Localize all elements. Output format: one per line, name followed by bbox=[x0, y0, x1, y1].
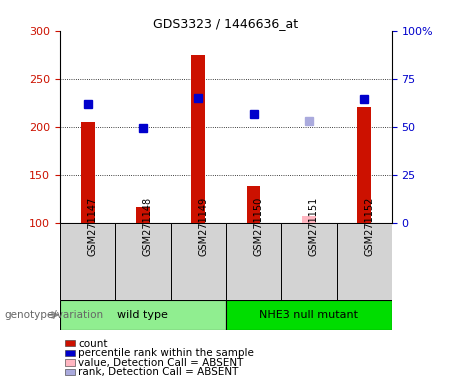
Text: GSM271152: GSM271152 bbox=[364, 197, 374, 256]
Bar bbox=[171, 223, 226, 300]
Text: percentile rank within the sample: percentile rank within the sample bbox=[78, 348, 254, 358]
Bar bbox=[115, 223, 171, 300]
Text: NHE3 null mutant: NHE3 null mutant bbox=[260, 310, 358, 320]
Text: wild type: wild type bbox=[118, 310, 168, 320]
Bar bbox=[60, 300, 226, 330]
Title: GDS3323 / 1446636_at: GDS3323 / 1446636_at bbox=[154, 17, 298, 30]
Bar bbox=[226, 300, 392, 330]
Text: GSM271149: GSM271149 bbox=[198, 197, 208, 256]
Bar bbox=[60, 223, 115, 300]
Bar bbox=[81, 122, 95, 223]
Bar bbox=[281, 223, 337, 300]
Bar bbox=[247, 186, 260, 223]
Bar bbox=[226, 223, 281, 300]
Text: GSM271150: GSM271150 bbox=[254, 197, 264, 256]
Text: value, Detection Call = ABSENT: value, Detection Call = ABSENT bbox=[78, 358, 244, 368]
Text: GSM271147: GSM271147 bbox=[88, 197, 98, 256]
Text: genotype/variation: genotype/variation bbox=[5, 310, 104, 320]
Text: rank, Detection Call = ABSENT: rank, Detection Call = ABSENT bbox=[78, 367, 239, 377]
Text: GSM271148: GSM271148 bbox=[143, 197, 153, 256]
Text: count: count bbox=[78, 339, 108, 349]
Bar bbox=[357, 107, 371, 223]
Text: GSM271151: GSM271151 bbox=[309, 197, 319, 256]
Bar bbox=[136, 207, 150, 223]
Bar bbox=[191, 55, 205, 223]
Bar bbox=[337, 223, 392, 300]
Bar bbox=[302, 216, 316, 223]
